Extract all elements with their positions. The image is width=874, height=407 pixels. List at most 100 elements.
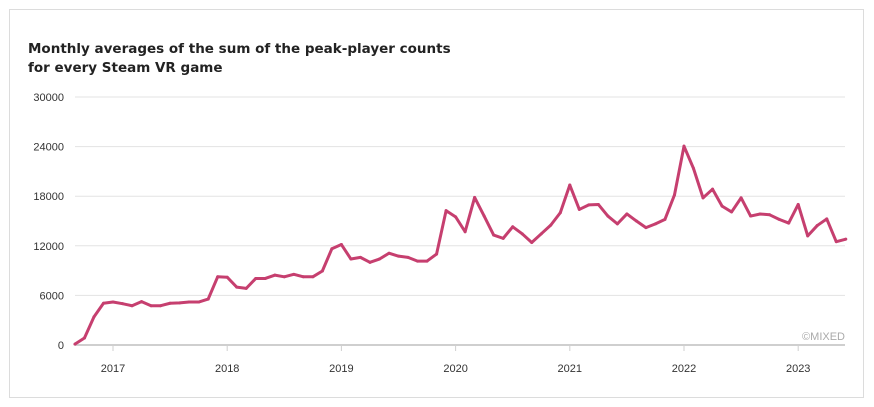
data-point-2020-01[interactable] <box>454 215 458 219</box>
data-point-2021-03[interactable] <box>587 203 591 207</box>
data-point-2021-01[interactable] <box>568 183 572 187</box>
data-point-2022-03[interactable] <box>701 196 705 200</box>
x-tick-label: 2017 <box>101 363 125 375</box>
data-point-2022-11[interactable] <box>777 217 781 221</box>
data-point-2017-04[interactable] <box>140 300 144 304</box>
data-point-2023-05[interactable] <box>834 240 838 244</box>
data-point-2019-06[interactable] <box>387 251 391 255</box>
data-point-2017-05[interactable] <box>149 304 153 308</box>
x-tick-label: 2020 <box>443 363 467 375</box>
data-point-2018-03[interactable] <box>244 286 248 290</box>
data-point-2017-06[interactable] <box>159 304 163 308</box>
data-point-2023-04[interactable] <box>825 217 829 221</box>
data-point-2018-07[interactable] <box>282 275 286 279</box>
data-point-2017-08[interactable] <box>178 301 182 305</box>
data-point-2016-12[interactable] <box>101 301 105 305</box>
data-point-2022-06[interactable] <box>730 210 734 214</box>
chart-frame <box>9 9 864 398</box>
data-point-2018-06[interactable] <box>273 273 277 277</box>
data-point-2020-09[interactable] <box>530 240 534 244</box>
chart-title-line-2: for every Steam VR game <box>28 60 223 76</box>
data-point-2018-09[interactable] <box>301 275 305 279</box>
data-point-2019-07[interactable] <box>397 254 400 258</box>
data-point-2023-02[interactable] <box>806 234 810 238</box>
data-point-2016-10[interactable] <box>82 336 86 340</box>
data-point-2020-03[interactable] <box>473 195 477 199</box>
data-point-2021-07[interactable] <box>625 212 629 216</box>
data-point-2019-02[interactable] <box>349 257 353 261</box>
data-point-2022-05[interactable] <box>720 204 724 208</box>
data-point-2023-03[interactable] <box>815 224 819 228</box>
data-point-2018-08[interactable] <box>292 272 296 276</box>
data-point-2021-02[interactable] <box>577 207 581 211</box>
data-point-2021-11[interactable] <box>663 217 667 221</box>
data-point-2022-09[interactable] <box>758 212 762 216</box>
data-point-2020-04[interactable] <box>482 214 486 218</box>
data-point-2017-02[interactable] <box>121 302 125 306</box>
data-point-2019-12[interactable] <box>444 209 448 213</box>
data-point-2017-12[interactable] <box>216 275 220 279</box>
data-point-2021-12[interactable] <box>672 193 676 197</box>
data-point-2019-10[interactable] <box>425 259 429 263</box>
data-point-2021-10[interactable] <box>653 222 657 226</box>
data-point-2019-09[interactable] <box>416 259 420 263</box>
series-line <box>74 144 847 346</box>
data-point-2021-05[interactable] <box>606 214 610 218</box>
chart-title: Monthly averages of the sum of the peak-… <box>28 40 451 78</box>
data-point-2022-07[interactable] <box>739 196 743 200</box>
data-point-2018-02[interactable] <box>235 285 239 289</box>
data-point-2021-09[interactable] <box>644 226 648 230</box>
data-point-2018-11[interactable] <box>320 269 324 273</box>
chart-title-line-1: Monthly averages of the sum of the peak-… <box>28 41 451 57</box>
data-point-2023-06[interactable] <box>844 237 848 241</box>
x-tick-label: 2022 <box>672 363 696 375</box>
data-point-2022-02[interactable] <box>692 167 696 171</box>
data-point-2018-05[interactable] <box>263 276 267 280</box>
data-point-2023-01[interactable] <box>796 202 800 206</box>
x-tick-label: 2019 <box>329 363 353 375</box>
x-tick-label: 2018 <box>215 363 239 375</box>
data-point-2020-06[interactable] <box>501 236 505 240</box>
data-point-2017-11[interactable] <box>206 297 210 301</box>
data-point-2016-09[interactable] <box>73 342 77 346</box>
data-point-2020-08[interactable] <box>520 232 524 236</box>
data-point-2019-04[interactable] <box>368 260 372 264</box>
data-point-2021-04[interactable] <box>596 202 600 206</box>
y-tick-label: 6000 <box>40 290 64 302</box>
data-point-2021-06[interactable] <box>615 222 619 226</box>
data-point-2017-03[interactable] <box>130 304 134 308</box>
data-point-2018-01[interactable] <box>225 275 229 279</box>
data-point-2018-10[interactable] <box>311 275 315 279</box>
data-point-2020-02[interactable] <box>463 230 467 234</box>
data-point-2017-07[interactable] <box>168 301 172 305</box>
y-tick-label: 30000 <box>33 92 64 104</box>
data-point-2019-05[interactable] <box>377 257 381 261</box>
data-point-2018-04[interactable] <box>254 276 258 280</box>
data-point-2022-08[interactable] <box>749 214 753 218</box>
x-tick-label: 2023 <box>786 363 810 375</box>
data-point-2020-07[interactable] <box>511 225 515 229</box>
data-point-2022-12[interactable] <box>787 221 791 225</box>
data-point-2019-11[interactable] <box>435 252 439 256</box>
data-point-2020-10[interactable] <box>539 232 543 236</box>
y-tick-label: 18000 <box>33 191 64 203</box>
data-point-2020-05[interactable] <box>492 233 496 237</box>
data-point-2020-12[interactable] <box>558 211 562 215</box>
data-point-2022-01[interactable] <box>682 144 686 148</box>
data-point-2017-10[interactable] <box>197 300 201 304</box>
x-tick-label: 2021 <box>558 363 582 375</box>
data-point-2018-12[interactable] <box>330 247 334 251</box>
data-point-2022-04[interactable] <box>711 187 715 191</box>
y-tick-label: 0 <box>58 340 64 352</box>
data-point-2022-10[interactable] <box>768 213 772 217</box>
data-point-2017-01[interactable] <box>111 300 115 304</box>
data-point-2020-11[interactable] <box>549 223 553 227</box>
data-point-2017-09[interactable] <box>187 300 191 304</box>
data-point-2019-08[interactable] <box>406 255 410 259</box>
data-point-2019-01[interactable] <box>339 243 343 247</box>
data-point-2019-03[interactable] <box>358 255 362 259</box>
data-point-2021-08[interactable] <box>634 219 638 223</box>
y-tick-label: 24000 <box>33 142 64 154</box>
data-point-2016-11[interactable] <box>92 315 96 319</box>
